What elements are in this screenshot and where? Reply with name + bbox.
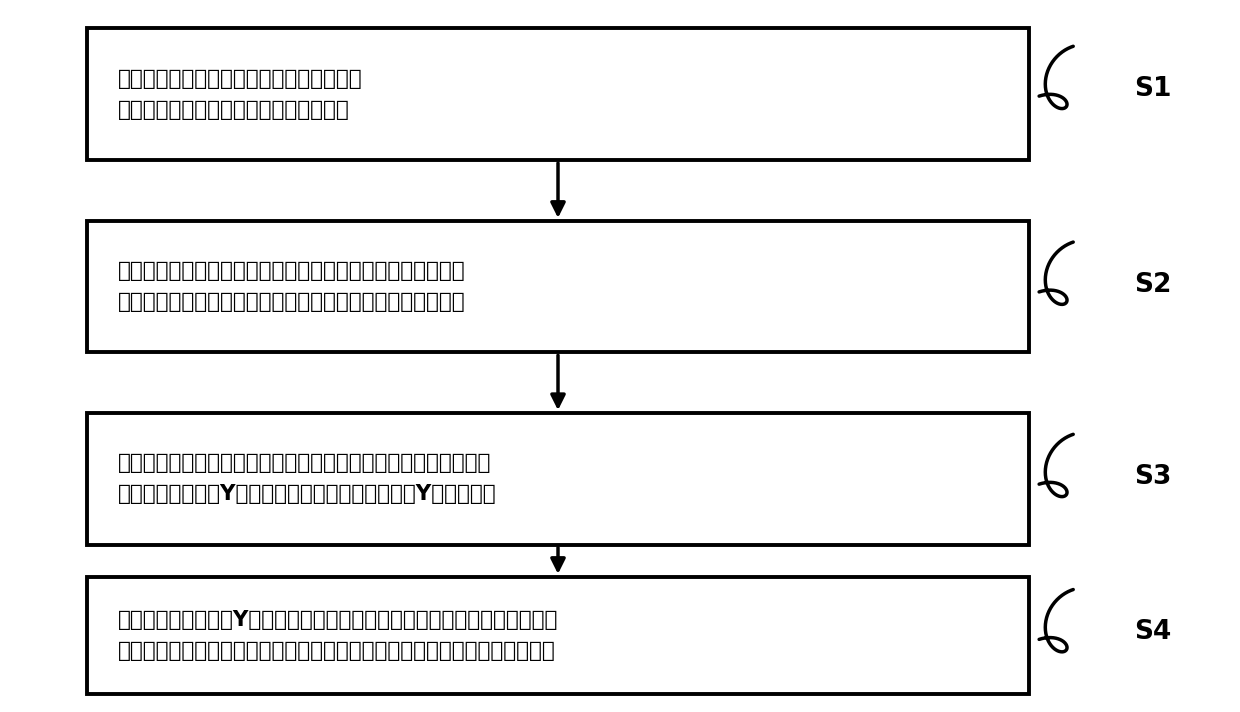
Text: S1: S1 [1135,76,1172,102]
Bar [87,221,1029,352]
Text: 根据所述测试晶圆之不同功能膜层厚度和不同功能膜层面积，对所
述反射光信号强度Y进行拟合，得到反射光信号强度Y之拟合公式: 根据所述测试晶圆之不同功能膜层厚度和不同功能膜层面积，对所 述反射光信号强度Y进… [118,454,496,504]
Text: S4: S4 [1135,619,1172,645]
Text: S3: S3 [1135,464,1172,490]
Bar [87,577,1029,694]
Bar [87,28,1029,160]
Text: 提供测试晶圆，所述测试晶圆具有不同功能
膜层厚度和不同功能膜层面积的测试区域: 提供测试晶圆，所述测试晶圆具有不同功能 膜层厚度和不同功能膜层面积的测试区域 [118,69,362,120]
Text: 根据反射光信号强度Y之拟合公式，并结合实际工艺生产中之功能膜层的厚度
和面积，推算所需要的自对准光强值，进而对暗场缺陷扫描设备实现参数调整: 根据反射光信号强度Y之拟合公式，并结合实际工艺生产中之功能膜层的厚度 和面积，推… [118,610,558,661]
Text: 通过暗场缺陷扫描设备测试所述测试晶圆之不同功能膜层厚度
和不同功能膜层面积的测试区域，并收集不同反射光信号强度: 通过暗场缺陷扫描设备测试所述测试晶圆之不同功能膜层厚度 和不同功能膜层面积的测试… [118,261,465,312]
Text: S2: S2 [1135,272,1172,298]
Bar [87,413,1029,545]
